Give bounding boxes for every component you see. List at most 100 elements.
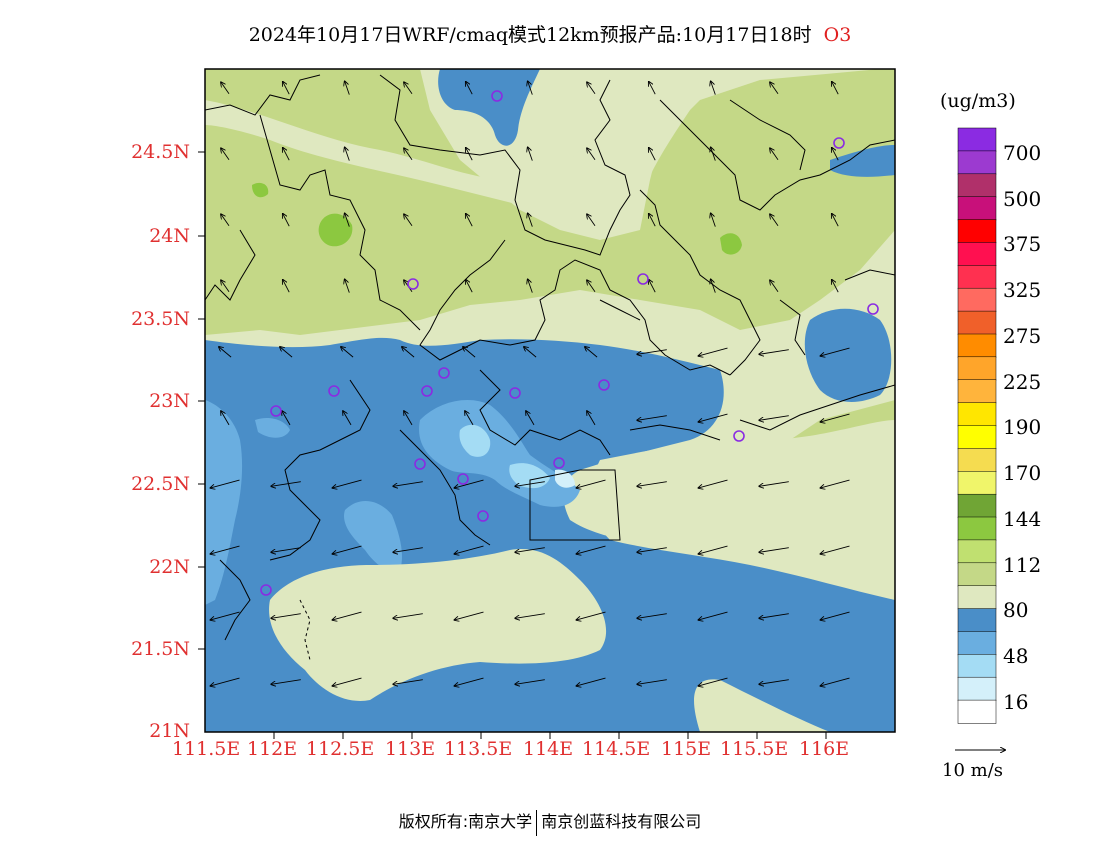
lon-tick: 113E — [385, 738, 436, 760]
wind-arrow — [711, 81, 716, 95]
wind-arrow — [821, 347, 850, 356]
wind-arrow — [759, 349, 789, 355]
site-marker — [260, 584, 272, 596]
wind-arrow — [404, 148, 413, 160]
wind-arrow — [577, 611, 606, 620]
field-144-170-b — [720, 233, 742, 255]
legend-label: 170 — [1003, 461, 1042, 485]
legend-swatch — [957, 333, 997, 358]
legend-swatch — [957, 219, 997, 244]
wind-arrow — [526, 411, 535, 426]
wind-arrow — [271, 547, 301, 553]
wind-arrow — [528, 81, 533, 95]
wind-arrow — [219, 347, 232, 358]
coastline — [299, 599, 311, 661]
wind-arrow — [699, 545, 728, 554]
copyright-text: 版权所有:南京大学 — [398, 812, 533, 831]
species-label: O3 — [823, 24, 852, 46]
wind-arrow — [832, 82, 839, 95]
wind-arrow — [455, 545, 484, 554]
wind-arrow — [587, 411, 596, 426]
wind-arrow — [528, 147, 533, 161]
wind-arrow — [770, 214, 779, 226]
wind-arrow — [333, 545, 362, 554]
legend-swatch — [957, 676, 997, 701]
legend-label: 190 — [1003, 415, 1042, 439]
footer-separator — [536, 809, 538, 836]
wind-arrow — [649, 214, 656, 227]
lon-tick: 116E — [799, 738, 850, 760]
wind-arrow — [402, 347, 415, 358]
legend-swatch — [957, 242, 997, 267]
reference-wind-label: 10 m/s — [942, 760, 1003, 781]
wind-arrow — [637, 679, 667, 685]
wind-arrow — [404, 82, 413, 94]
legend-label: 112 — [1003, 553, 1042, 577]
wind-arrow — [821, 545, 850, 554]
lon-tick: 114E — [523, 738, 574, 760]
wind-arrow — [587, 148, 596, 160]
site-marker — [414, 458, 426, 470]
wind-arrow — [515, 613, 545, 619]
lat-tick: 21.5N — [131, 638, 190, 660]
wind-arrow — [221, 82, 230, 94]
wind-arrow — [333, 611, 362, 620]
legend-swatch — [957, 127, 997, 152]
site-marker — [407, 278, 419, 290]
wind-arrow — [345, 279, 350, 293]
wind-arrow — [341, 347, 354, 358]
wind-arrow — [637, 481, 667, 487]
site-marker — [867, 303, 879, 315]
wind-arrow — [211, 479, 240, 488]
wind-arrow — [211, 545, 240, 554]
wind-arrow — [466, 214, 473, 227]
wind-arrow — [455, 611, 484, 620]
wind-arrow — [637, 613, 667, 619]
field-48-80-ne — [830, 145, 895, 177]
legend-swatch — [957, 287, 997, 312]
field-80-112-south — [269, 549, 607, 701]
site-marker — [553, 457, 565, 469]
wind-arrow — [283, 82, 290, 95]
wind-arrow — [211, 677, 240, 686]
legend-label: 700 — [1003, 141, 1042, 165]
wind-arrow — [466, 148, 473, 161]
wind-arrow — [577, 479, 606, 488]
field-112-144-north — [205, 69, 895, 335]
legend-swatch — [957, 150, 997, 175]
site-marker — [438, 367, 450, 379]
site-marker — [491, 90, 503, 102]
legend-swatch — [957, 471, 997, 495]
legend-label: 80 — [1003, 598, 1029, 622]
title-text: 2024年10月17日WRF/cmaq模式12km预报产品:10月17日18时 — [248, 24, 812, 46]
lon-tick: 111.5E — [172, 738, 241, 760]
legend-swatch — [957, 585, 997, 610]
site-marker — [637, 273, 649, 285]
wind-arrow — [770, 82, 779, 94]
wind-arrow — [221, 148, 230, 160]
wind-arrow — [282, 411, 291, 426]
wind-arrow — [404, 411, 413, 426]
legend-label: 375 — [1003, 232, 1042, 256]
wind-arrow — [832, 148, 839, 161]
wind-arrow — [711, 279, 716, 293]
lon-tick: 114.5E — [582, 738, 651, 760]
legend-swatch — [957, 562, 997, 587]
legend-swatch — [957, 448, 997, 473]
wind-arrow — [711, 213, 716, 227]
wind-arrow — [585, 347, 598, 358]
unit-label: (ug/m3) — [940, 90, 1016, 112]
wind-arrow — [832, 280, 839, 293]
legend-swatch — [957, 425, 997, 450]
lat-tick: 24.5N — [131, 141, 190, 163]
wind-arrow — [821, 677, 850, 686]
legend-swatch — [957, 699, 997, 724]
wind-arrow — [821, 611, 850, 620]
site-marker — [509, 387, 521, 399]
wind-arrow — [393, 613, 423, 619]
legend-swatch — [957, 654, 997, 678]
lon-tick: 112E — [247, 738, 298, 760]
wind-arrow — [821, 479, 850, 488]
wind-arrow — [759, 481, 789, 487]
